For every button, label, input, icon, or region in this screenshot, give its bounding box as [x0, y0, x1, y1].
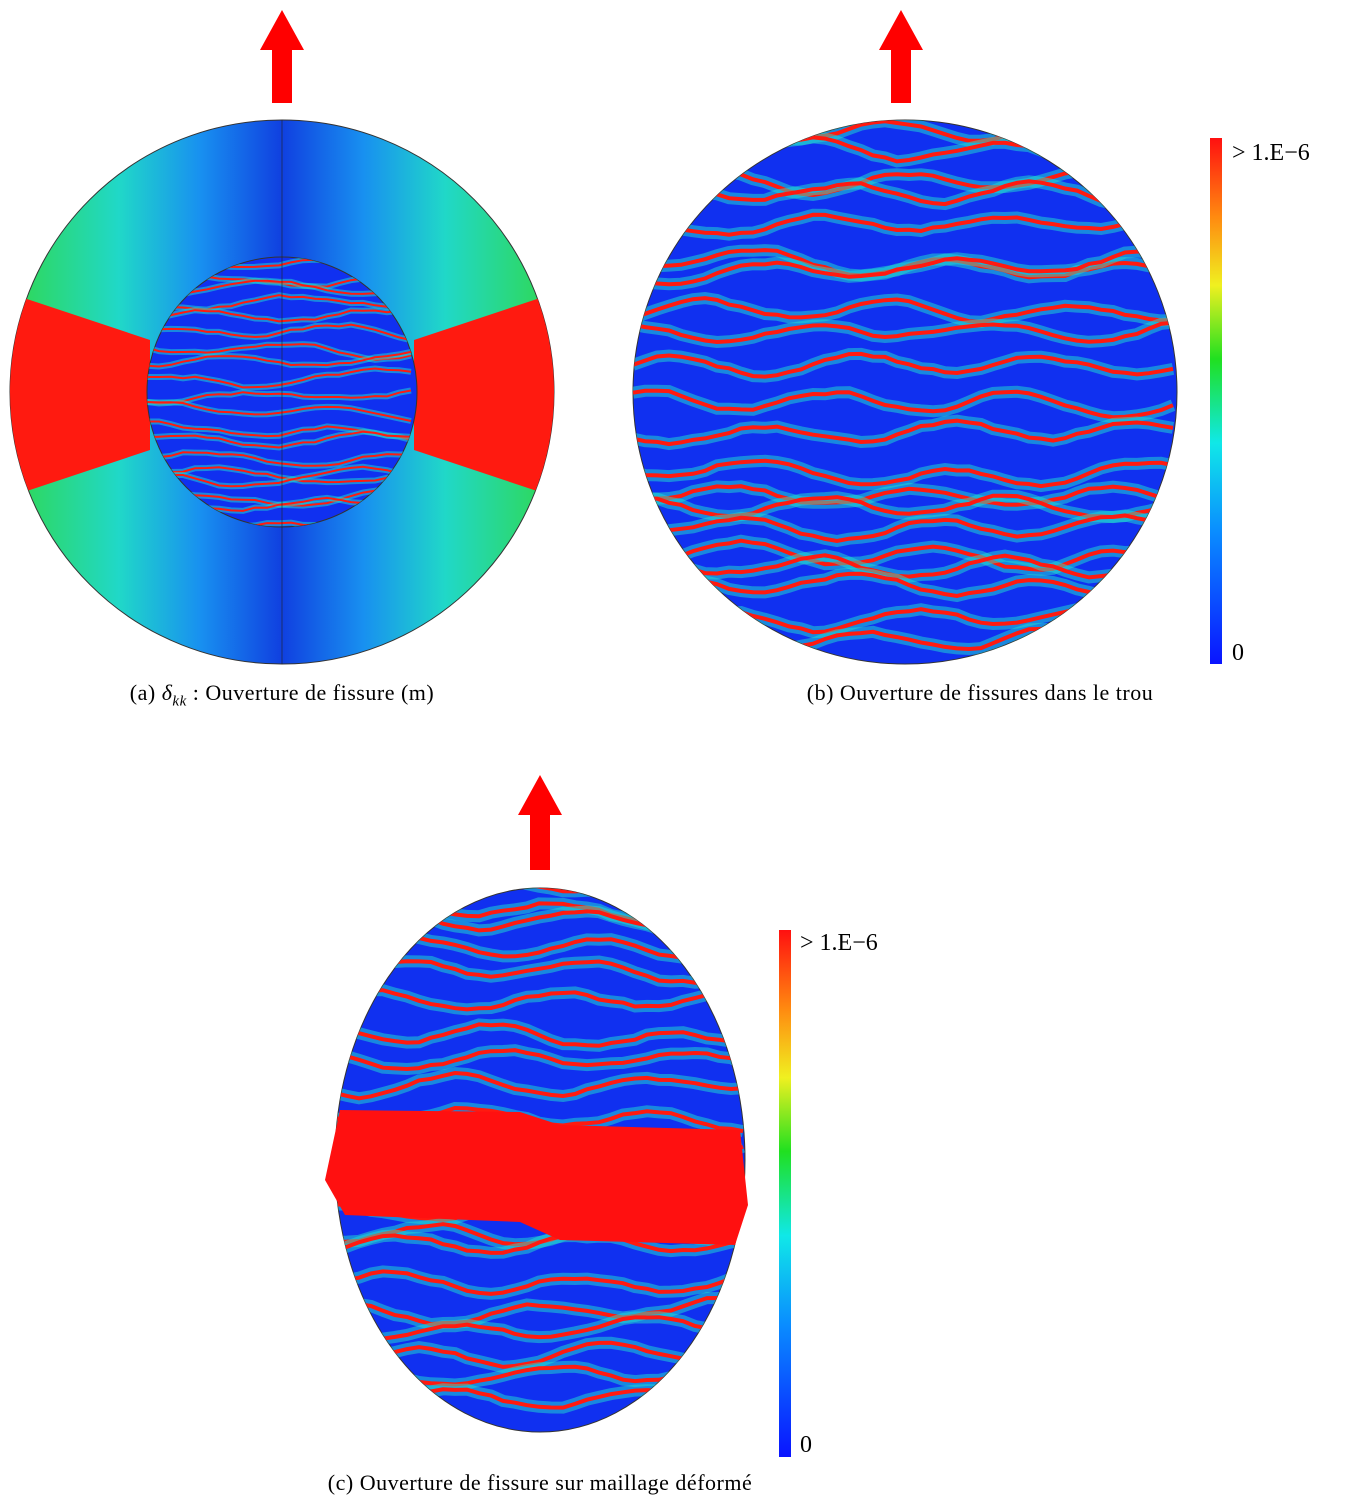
caption-label: (a) — [129, 680, 156, 705]
crack — [633, 249, 1174, 287]
caption-text: Ouverture de fissure sur maillage déform… — [359, 1470, 753, 1495]
crack — [633, 418, 1174, 447]
caption: (b) Ouverture de fissures dans le trou — [807, 680, 1153, 706]
crack — [633, 388, 1174, 420]
crack — [147, 350, 412, 368]
crack — [335, 1070, 744, 1101]
crack — [335, 1269, 744, 1296]
colorbar-max-label: > 1.E−6 — [800, 930, 878, 956]
open-crack — [325, 1110, 748, 1245]
crack — [147, 323, 412, 342]
crack — [633, 351, 1174, 379]
crack — [335, 1233, 744, 1255]
arrow — [879, 10, 923, 103]
caption-text: : Ouverture de fissure (m) — [192, 680, 435, 705]
crack — [633, 538, 1174, 572]
crack — [147, 430, 412, 449]
colorbar — [779, 930, 791, 1457]
panel-c-image — [325, 887, 748, 1433]
crack-band — [10, 290, 554, 500]
crack — [633, 571, 1174, 602]
subscript: kk — [172, 693, 187, 710]
colorbar — [1210, 138, 1222, 664]
crack — [633, 484, 1174, 507]
crack-zone — [10, 290, 554, 500]
crack — [335, 1340, 744, 1369]
panel-b-image — [632, 119, 1178, 665]
crack — [335, 1048, 744, 1072]
arrow — [260, 10, 304, 103]
colorbar-min-label: 0 — [800, 1432, 812, 1458]
caption-label: (b) — [806, 680, 834, 705]
crack — [633, 320, 1174, 345]
crack — [335, 888, 745, 901]
arrow — [518, 775, 562, 870]
caption: (c) Ouverture de fissure sur maillage dé… — [328, 1470, 752, 1496]
symbol: δ — [161, 680, 173, 705]
crack — [633, 206, 1174, 237]
crack — [147, 466, 412, 484]
crack — [335, 1295, 744, 1327]
crack — [147, 279, 412, 296]
crack — [335, 1315, 744, 1344]
load-arrows — [260, 10, 923, 870]
colorbar-min-label: 0 — [1232, 640, 1244, 666]
crack — [147, 465, 412, 488]
crack — [147, 309, 412, 323]
crack — [147, 367, 412, 389]
caption-label: (c) — [327, 1470, 354, 1495]
crack — [633, 513, 1174, 544]
crack — [335, 986, 744, 1012]
crack — [633, 458, 1174, 489]
crack — [335, 959, 744, 985]
colorbar-max-label: > 1.E−6 — [1232, 140, 1310, 166]
crack — [147, 389, 412, 405]
crack — [633, 179, 1174, 208]
crack — [147, 401, 412, 422]
panel-a-image — [9, 119, 555, 665]
crack — [335, 1022, 744, 1049]
caption-text: Ouverture de fissures dans le trou — [839, 680, 1154, 705]
crack — [633, 296, 1174, 324]
crack — [147, 451, 412, 467]
caption: (a) δkk : Ouverture de fissure (m) — [130, 680, 434, 710]
